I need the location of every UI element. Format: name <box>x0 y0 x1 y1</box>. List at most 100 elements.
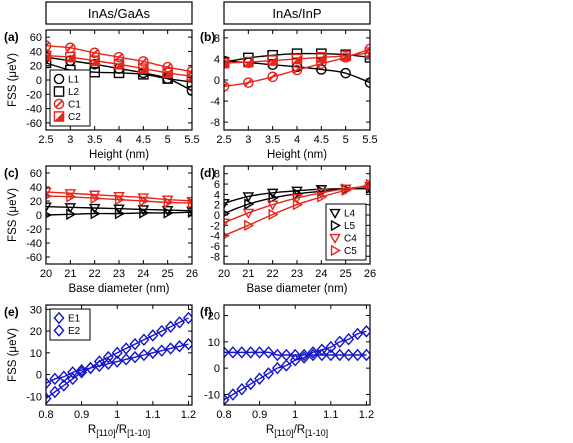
x-tick-label: 23 <box>113 268 125 280</box>
legend-marker-l2 <box>53 86 65 97</box>
x-tick-label: 5 <box>165 134 171 146</box>
marker-e2 <box>174 340 186 353</box>
marker-c2-fill <box>224 58 229 68</box>
x-tick-label: 26 <box>364 268 376 280</box>
marker-e1 <box>262 367 275 380</box>
marker-e2 <box>84 361 97 375</box>
legend-label: C1 <box>68 100 81 111</box>
x-tick-label: 24 <box>137 268 149 280</box>
marker-c4 <box>224 218 230 229</box>
y-tick-label: -10 <box>26 391 42 403</box>
y-axis-label: FSS (μeV) <box>7 53 19 107</box>
marker-e2 <box>46 377 52 390</box>
marker-c1-slash <box>244 78 253 87</box>
x-axis-label-subscript: [110] <box>274 428 293 438</box>
plot-area <box>46 311 192 405</box>
y-tick-label: 4 <box>214 54 220 66</box>
marker-e1 <box>93 355 105 368</box>
marker-c1 <box>224 81 230 92</box>
marker-c2-fill <box>90 56 100 66</box>
x-tick-label: 23 <box>291 268 303 280</box>
x-tick-label: 1.1 <box>145 409 160 421</box>
x-tick-label: 25 <box>340 268 352 280</box>
marker-c2-fill <box>114 59 124 69</box>
y-tick-label: 10 <box>208 337 220 349</box>
x-tick-label: 5 <box>343 134 349 146</box>
marker-c1 <box>267 71 278 83</box>
marker-e2 <box>352 348 364 362</box>
marker-e2 <box>325 348 337 362</box>
marker-c2-fill <box>138 63 148 74</box>
marker-e1 <box>174 316 186 329</box>
legend-marker-c1 <box>53 98 65 110</box>
marker-l4 <box>291 186 303 197</box>
x-axis-label: Base diameter (nm) <box>69 283 170 295</box>
plot-area <box>224 43 370 92</box>
marker-l1 <box>340 67 351 79</box>
panel-label: (b) <box>200 30 215 44</box>
y-tick-label: -60 <box>26 118 42 130</box>
marker-c2-fill <box>243 57 253 67</box>
legend-box <box>49 69 91 127</box>
y-tick-label: 30 <box>30 304 42 316</box>
marker-c1-slash <box>268 72 277 81</box>
marker-e2 <box>147 346 159 360</box>
marker-e1 <box>245 377 257 391</box>
panel-label: (d) <box>200 166 215 180</box>
x-tick-label: 20 <box>40 268 52 280</box>
marker-l4 <box>224 198 230 210</box>
marker-c5 <box>292 198 304 211</box>
marker-e2 <box>120 353 132 366</box>
y-tick-label: -20 <box>26 89 42 101</box>
y-tick-label: 40 <box>30 182 42 194</box>
x-axis-label: Height (nm) <box>267 149 327 161</box>
y-tick-label: 4 <box>214 189 220 201</box>
x-tick-label: 4.5 <box>136 134 151 146</box>
marker-e1 <box>352 327 364 341</box>
marker-c5 <box>90 192 101 205</box>
marker-c2-fill <box>65 52 75 62</box>
legend-label: C4 <box>344 234 357 245</box>
marker-l5 <box>66 208 77 221</box>
y-tick-label: -20 <box>26 224 42 236</box>
x-tick-label: 0.9 <box>74 409 89 421</box>
y-tick-label: 6 <box>214 179 220 191</box>
marker-e1 <box>58 379 70 392</box>
marker-e2 <box>316 348 328 362</box>
marker-c1 <box>89 47 100 59</box>
x-tick-label: 3.5 <box>87 134 102 146</box>
marker-e1 <box>67 372 79 386</box>
panel-e: (e) 0.8 0.9 1 1.1 1.2 -10 0 10 20 30 FSS (μeV) R[110… <box>4 304 196 438</box>
marker-c4 <box>161 195 174 206</box>
marker-e2 <box>129 350 141 364</box>
marker-c1-slash <box>90 48 99 57</box>
legend-marker-l4 <box>329 208 341 220</box>
plot-frame <box>223 29 371 131</box>
legend-label: E1 <box>68 314 81 325</box>
marker-c2-fill <box>365 52 370 58</box>
x-axis-label-subscript: [110] <box>96 428 115 438</box>
marker-c1 <box>138 56 149 67</box>
y-tick-label: -8 <box>210 117 220 129</box>
y-tick-label: 8 <box>214 33 220 45</box>
marker-e1 <box>280 359 292 372</box>
x-axis-label: R[110]/R[1-10] <box>266 424 328 438</box>
x-axis-label-part: /R <box>294 424 306 436</box>
marker-e1 <box>147 329 159 342</box>
marker-c1 <box>243 77 254 88</box>
marker-c4 <box>113 191 125 203</box>
panel-a: (a) 2.5 3 3.5 4 4.5 5 5.5 -60 -40 -20 0 20 40 60 FSS (μ… <box>4 29 200 161</box>
x-tick-label: 22 <box>89 268 101 280</box>
plot-frame <box>45 304 193 406</box>
marker-e2 <box>76 363 88 377</box>
marker-c1-slash <box>224 82 229 88</box>
marker-c4 <box>88 190 101 201</box>
legend-marker-l5 <box>330 219 342 232</box>
x-tick-label: 5.5 <box>184 134 199 146</box>
marker-c5 <box>66 190 77 203</box>
marker-e2 <box>289 348 301 362</box>
marker-c4 <box>266 200 279 211</box>
